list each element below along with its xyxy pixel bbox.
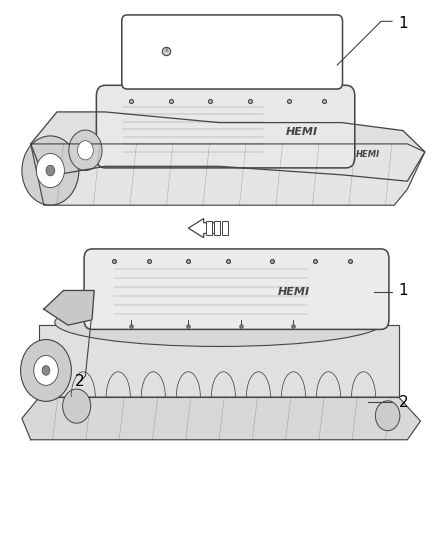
Circle shape — [36, 154, 64, 188]
Text: 1: 1 — [399, 283, 408, 298]
Circle shape — [22, 136, 79, 205]
Circle shape — [78, 141, 93, 160]
Text: 2: 2 — [399, 395, 408, 410]
Polygon shape — [44, 290, 94, 325]
Polygon shape — [31, 144, 425, 205]
Polygon shape — [188, 219, 215, 238]
Text: HEMI: HEMI — [356, 150, 380, 159]
Bar — [214, 221, 220, 235]
Circle shape — [42, 366, 50, 375]
Polygon shape — [31, 112, 425, 181]
Circle shape — [69, 130, 102, 171]
Circle shape — [21, 340, 71, 401]
Text: 2: 2 — [74, 374, 84, 389]
Text: HEMI: HEMI — [286, 127, 318, 137]
Ellipse shape — [55, 298, 383, 346]
FancyBboxPatch shape — [84, 249, 389, 329]
FancyBboxPatch shape — [96, 85, 355, 168]
Text: 1: 1 — [399, 17, 408, 31]
Bar — [206, 221, 212, 235]
Circle shape — [34, 356, 58, 385]
Text: HEMI: HEMI — [277, 287, 310, 296]
Circle shape — [375, 401, 400, 431]
Circle shape — [46, 165, 55, 176]
FancyBboxPatch shape — [122, 15, 343, 89]
Bar — [222, 221, 228, 235]
Polygon shape — [22, 397, 420, 440]
Polygon shape — [39, 325, 399, 397]
Text: X: X — [165, 48, 168, 53]
Circle shape — [63, 389, 91, 423]
